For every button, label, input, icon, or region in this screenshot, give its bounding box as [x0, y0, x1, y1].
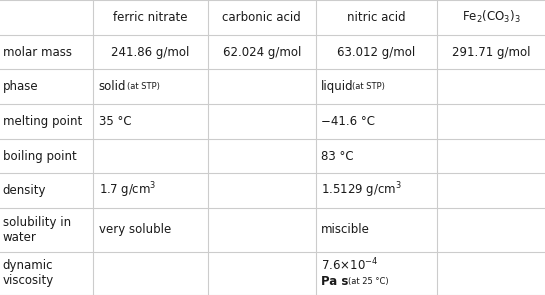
Text: melting point: melting point — [3, 115, 82, 128]
Text: miscible: miscible — [322, 223, 370, 236]
Text: density: density — [3, 184, 46, 197]
Text: phase: phase — [3, 80, 38, 93]
Text: 1.5129 g/cm$^3$: 1.5129 g/cm$^3$ — [322, 181, 402, 201]
Text: 83 °C: 83 °C — [322, 150, 354, 163]
Text: boiling point: boiling point — [3, 150, 76, 163]
Text: 35 °C: 35 °C — [99, 115, 131, 128]
Text: carbonic acid: carbonic acid — [222, 11, 301, 24]
Text: 62.024 g/mol: 62.024 g/mol — [222, 45, 301, 58]
Text: dynamic
viscosity: dynamic viscosity — [3, 259, 54, 287]
Text: solubility in
water: solubility in water — [3, 216, 71, 244]
Text: 7.6$\times$10$^{-4}$: 7.6$\times$10$^{-4}$ — [322, 256, 379, 273]
Text: (at STP): (at STP) — [128, 82, 160, 91]
Text: 291.71 g/mol: 291.71 g/mol — [452, 45, 530, 58]
Text: ferric nitrate: ferric nitrate — [113, 11, 187, 24]
Text: −41.6 °C: −41.6 °C — [322, 115, 376, 128]
Text: 241.86 g/mol: 241.86 g/mol — [111, 45, 190, 58]
Text: liquid: liquid — [322, 80, 354, 93]
Text: 1.7 g/cm$^3$: 1.7 g/cm$^3$ — [99, 181, 156, 201]
Text: (at 25 °C): (at 25 °C) — [348, 277, 388, 286]
Text: Fe$_2$(CO$_3$)$_3$: Fe$_2$(CO$_3$)$_3$ — [462, 9, 520, 25]
Text: (at STP): (at STP) — [352, 82, 385, 91]
Text: very soluble: very soluble — [99, 223, 171, 236]
Text: molar mass: molar mass — [3, 45, 72, 58]
Text: 63.012 g/mol: 63.012 g/mol — [337, 45, 415, 58]
Text: solid: solid — [99, 80, 126, 93]
Text: Pa s: Pa s — [322, 275, 349, 288]
Text: nitric acid: nitric acid — [347, 11, 405, 24]
